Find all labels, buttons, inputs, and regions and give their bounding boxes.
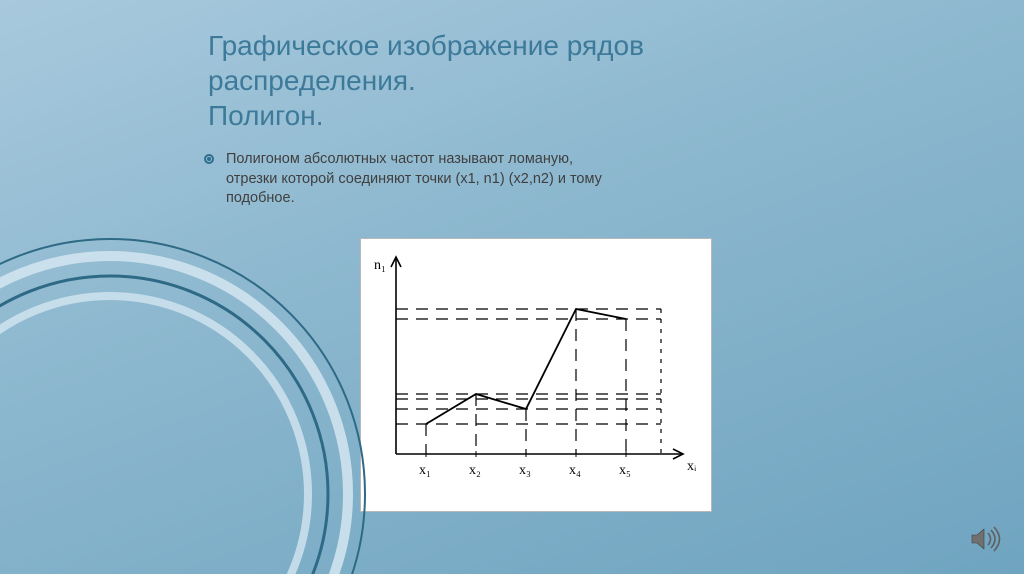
svg-text:x₂: x₂ — [469, 463, 481, 478]
slide: Графическое изображение рядов распределе… — [0, 0, 1024, 574]
decorative-arcs — [0, 234, 370, 574]
svg-text:x₃: x₃ — [519, 463, 531, 478]
title-line-3: Полигон. — [208, 100, 323, 131]
chart-svg: n₁ xᵢ x₁ x₂ x₃ x₄ x₅ — [361, 239, 711, 511]
title-line-1: Графическое изображение рядов — [208, 30, 644, 61]
svg-text:n₁: n₁ — [374, 258, 386, 273]
svg-text:x₅: x₅ — [619, 463, 631, 478]
polygon-chart: n₁ xᵢ x₁ x₂ x₃ x₄ x₅ — [360, 238, 712, 512]
slide-title: Графическое изображение рядов распределе… — [208, 28, 928, 133]
bullet-icon — [204, 154, 214, 164]
svg-text:xᵢ: xᵢ — [687, 459, 697, 474]
body-paragraph: Полигоном абсолютных частот называют лом… — [226, 150, 626, 209]
title-line-2: распределения. — [208, 65, 416, 96]
svg-text:x₁: x₁ — [419, 463, 431, 478]
svg-text:x₄: x₄ — [569, 463, 581, 478]
speaker-icon — [968, 522, 1002, 556]
